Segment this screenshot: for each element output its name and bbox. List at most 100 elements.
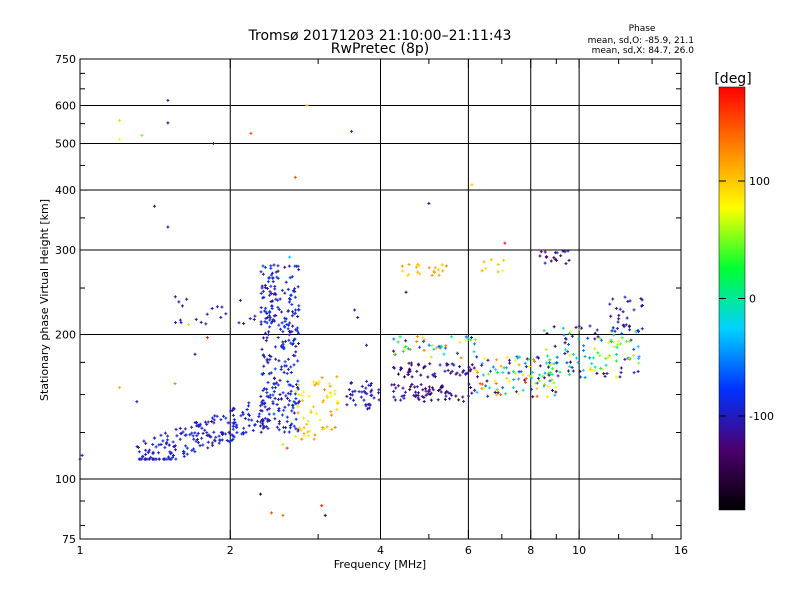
data-point — [505, 355, 509, 359]
data-point — [262, 364, 266, 368]
data-point — [220, 305, 224, 309]
y-tick-label: 600 — [55, 100, 76, 113]
data-point — [400, 366, 404, 370]
data-point — [409, 385, 413, 389]
data-point — [260, 417, 264, 421]
data-point — [185, 446, 189, 450]
data-point — [553, 393, 557, 397]
data-point — [357, 390, 361, 394]
data-point — [193, 352, 197, 356]
data-point — [568, 365, 572, 369]
data-point — [183, 427, 187, 431]
data-point — [581, 368, 585, 372]
data-point — [622, 325, 626, 329]
data-point — [542, 376, 546, 380]
data-point — [171, 440, 175, 444]
data-point — [513, 371, 517, 375]
data-point — [287, 430, 291, 434]
data-point — [261, 264, 265, 268]
data-point — [429, 398, 433, 402]
data-point — [261, 272, 265, 276]
data-point — [608, 302, 612, 306]
data-point — [194, 421, 198, 425]
data-point — [273, 386, 277, 390]
data-point — [269, 321, 273, 325]
data-point — [292, 424, 296, 428]
data-point — [616, 339, 620, 343]
data-point — [615, 326, 619, 330]
data-point — [174, 427, 178, 431]
data-point — [538, 379, 542, 383]
data-point — [428, 362, 432, 366]
data-point — [377, 398, 381, 402]
data-point — [192, 437, 196, 441]
data-point — [242, 426, 246, 430]
data-point — [181, 430, 185, 434]
data-point — [288, 298, 292, 302]
data-point — [517, 370, 521, 374]
data-point — [140, 133, 144, 137]
data-point — [194, 317, 198, 321]
data-point — [273, 417, 277, 421]
data-point — [259, 420, 263, 424]
data-point — [300, 437, 304, 441]
data-point — [302, 416, 306, 420]
data-point — [360, 384, 364, 388]
data-point — [489, 369, 493, 373]
data-point — [157, 451, 161, 455]
data-point — [291, 406, 295, 410]
data-point — [273, 377, 277, 381]
data-point — [394, 386, 398, 390]
data-point — [152, 436, 156, 440]
data-point — [529, 376, 533, 380]
data-point — [548, 361, 552, 365]
data-point — [161, 439, 165, 443]
data-point — [320, 376, 324, 380]
data-point — [555, 361, 559, 365]
data-point — [173, 444, 177, 448]
data-point — [501, 386, 505, 390]
data-point — [306, 419, 310, 423]
data-point — [143, 457, 147, 461]
data-point — [289, 383, 293, 387]
data-point — [292, 363, 296, 367]
data-point — [297, 426, 301, 430]
data-point — [137, 450, 141, 454]
data-point — [264, 339, 268, 343]
data-point — [568, 353, 572, 357]
data-point — [368, 403, 372, 407]
data-point — [563, 341, 567, 345]
data-point — [484, 267, 488, 271]
data-point — [274, 345, 278, 349]
data-point — [430, 273, 434, 277]
data-point — [296, 385, 300, 389]
data-point — [275, 275, 279, 279]
data-point — [507, 358, 511, 362]
data-point — [271, 393, 275, 397]
data-point — [265, 391, 269, 395]
data-point — [270, 271, 274, 275]
data-point — [577, 324, 581, 328]
y-tick-label: 500 — [55, 138, 76, 151]
data-point — [430, 344, 434, 348]
data-point — [407, 272, 411, 276]
data-point — [486, 372, 490, 376]
data-point — [606, 341, 610, 345]
data-point — [166, 434, 170, 438]
data-point — [481, 373, 485, 377]
data-point — [296, 411, 300, 415]
data-point — [458, 340, 462, 344]
data-point — [618, 375, 622, 379]
data-point — [570, 365, 574, 369]
data-point — [593, 347, 597, 351]
data-point — [365, 392, 369, 396]
data-point — [444, 264, 448, 268]
data-point — [607, 354, 611, 358]
data-point — [543, 371, 547, 375]
data-point — [312, 437, 316, 441]
data-point — [163, 431, 167, 435]
data-point — [575, 356, 579, 360]
data-point — [289, 371, 293, 375]
data-point — [493, 390, 497, 394]
data-point — [220, 438, 224, 442]
